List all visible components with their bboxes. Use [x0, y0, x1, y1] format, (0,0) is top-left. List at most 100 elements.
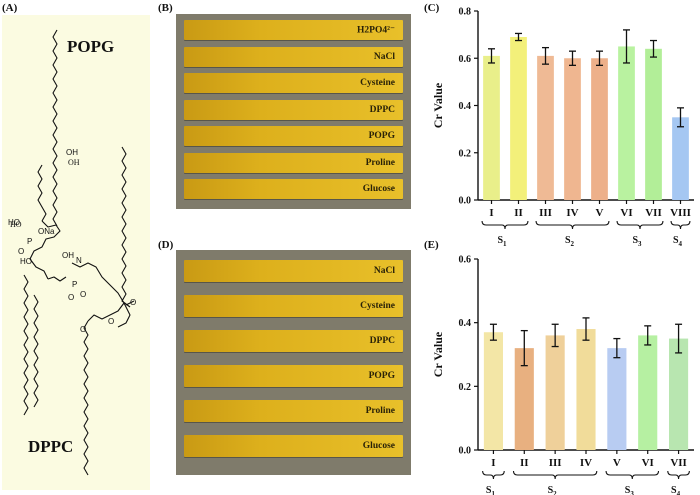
- y-tick-label: 0.4: [459, 318, 472, 329]
- group-label: S1: [497, 235, 507, 248]
- atom-o-5: O: [108, 317, 115, 326]
- strip-label: Cysteine: [360, 78, 395, 88]
- bar: [591, 58, 608, 200]
- y-tick-label: 0.0: [459, 196, 472, 207]
- svg-text:HO: HO: [10, 220, 22, 229]
- bar: [537, 55, 554, 201]
- y-axis-title: Cr Value: [431, 82, 445, 128]
- group-brace: [667, 470, 690, 480]
- group-label-base: S: [497, 235, 503, 246]
- strips-photo-b: H2PO4²⁻ NaCl Cysteine DPPC POPG Proline Glucos…: [176, 14, 411, 209]
- x-tick-label: I: [491, 457, 495, 469]
- atom-o-2: O: [80, 290, 87, 299]
- x-tick-label: VI: [642, 457, 654, 469]
- strip-label: Cysteine: [360, 301, 395, 311]
- popg-chain-4: [33, 294, 39, 408]
- bar: [483, 55, 500, 201]
- strip-label: Glucose: [362, 184, 395, 194]
- y-axis-title: Cr Value: [431, 331, 445, 377]
- group-label-base: S: [671, 485, 677, 495]
- strips-photo-d: NaCl Cysteine DPPC POPG Proline Glucose: [176, 250, 411, 475]
- group-label-base: S: [548, 485, 554, 495]
- test-strip: Proline: [184, 400, 403, 422]
- x-tick-label: I: [489, 207, 493, 219]
- group-label-subscript: 1: [503, 240, 507, 248]
- y-tick-label: 0.6: [459, 54, 472, 65]
- y-tick-label: 0.6: [459, 255, 472, 266]
- test-strip: DPPC: [184, 330, 403, 352]
- dppc-label: DPPC: [28, 437, 74, 456]
- test-strip: Cysteine: [184, 295, 403, 317]
- test-strip: POPG: [184, 126, 403, 146]
- test-strip: Proline: [184, 152, 403, 173]
- group-label-base: S: [565, 235, 571, 246]
- group-label: S3: [632, 235, 642, 248]
- popg-chain-3: [23, 274, 29, 416]
- atom-o-1: O: [18, 247, 25, 256]
- atom-ho-1: HO: [8, 218, 20, 227]
- group-label-subscript: 1: [491, 490, 495, 495]
- atom-ona: ONa: [38, 227, 55, 236]
- strip-label: Proline: [365, 406, 395, 416]
- atom-p-2: P: [72, 280, 78, 289]
- strip-label: NaCl: [373, 266, 395, 276]
- group-label-subscript: 4: [677, 490, 681, 495]
- bar: [545, 335, 565, 450]
- x-tick-label: III: [549, 457, 562, 469]
- x-tick-label: V: [613, 457, 621, 469]
- test-strip: Glucose: [184, 179, 403, 199]
- structure-panel: OH HO POPG DPPC OH HO ONa P O OH HO N P …: [2, 15, 150, 490]
- y-tick-label: 0.8: [459, 7, 472, 18]
- group-label-subscript: 2: [553, 490, 557, 495]
- y-tick-label: 0.0: [459, 446, 472, 457]
- x-tick-label: IV: [580, 457, 592, 469]
- group-label-subscript: 3: [630, 490, 634, 495]
- group-brace: [482, 470, 505, 480]
- atom-p-1: P: [27, 237, 33, 246]
- atom-oh-2: OH: [62, 251, 74, 260]
- strip-label: POPG: [368, 371, 395, 381]
- x-tick-label: VII: [645, 207, 662, 219]
- y-tick-label: 0.4: [459, 101, 472, 112]
- x-tick-label: V: [596, 207, 604, 219]
- strip-label: POPG: [368, 131, 395, 141]
- bar: [510, 36, 527, 200]
- dppc-chain-1: [121, 146, 131, 308]
- group-label-base: S: [625, 485, 631, 495]
- test-strip: POPG: [184, 365, 403, 387]
- group-brace: [481, 220, 529, 230]
- test-strip: Glucose: [184, 435, 403, 457]
- group-label-base: S: [486, 485, 492, 495]
- x-tick-label: VII: [670, 457, 687, 469]
- popg-chain-2: [37, 164, 47, 222]
- atom-n-plus: N: [76, 256, 82, 265]
- bar: [618, 46, 635, 200]
- group-label: S2: [565, 235, 575, 248]
- panel-b-label: (B): [158, 2, 173, 14]
- x-tick-label: VI: [620, 207, 632, 219]
- bar: [645, 48, 662, 200]
- bar: [638, 335, 658, 450]
- dppc-chain-2: [83, 320, 89, 476]
- group-brace: [605, 470, 660, 480]
- panel-d-label: (D): [158, 239, 174, 251]
- test-strip: NaCl: [184, 46, 403, 67]
- panel-a-label: (A): [2, 2, 18, 14]
- bar: [669, 338, 689, 450]
- bar: [564, 58, 581, 200]
- x-tick-label: II: [514, 207, 523, 219]
- dppc-headgroup: [71, 262, 125, 322]
- test-strip: DPPC: [184, 99, 403, 120]
- atom-o-4: O: [130, 298, 137, 307]
- group-label: S1: [486, 485, 496, 495]
- group-brace: [670, 220, 691, 230]
- x-tick-label: IV: [566, 207, 578, 219]
- bar: [576, 329, 596, 450]
- group-brace: [512, 470, 598, 480]
- group-label: S3: [625, 485, 635, 495]
- atom-o-6: O: [80, 325, 87, 334]
- popg-chain-1: [52, 29, 58, 227]
- atom-ho-2: HO: [20, 257, 32, 266]
- popg-headgroup: [29, 220, 61, 280]
- atom-oh-1: OH: [66, 148, 78, 157]
